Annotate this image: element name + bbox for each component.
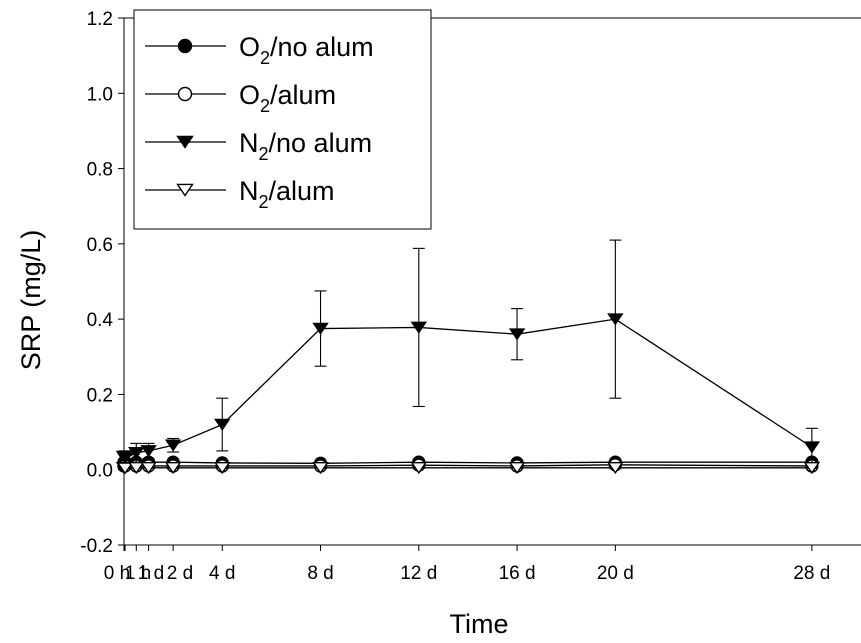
y-tick-label: 0.8 <box>87 160 113 181</box>
data-point <box>116 462 134 475</box>
data-point <box>312 462 329 475</box>
data-point <box>508 462 526 475</box>
legend-label: N2/alum <box>239 176 335 212</box>
legend-marker <box>177 86 193 102</box>
x-tick-label: 28 d <box>793 563 830 584</box>
series-n2-no-alum <box>115 239 821 467</box>
legend-label: O2/no alum <box>239 32 374 68</box>
data-point <box>128 462 145 475</box>
series-layer <box>115 239 821 475</box>
x-tick-label: 2 d <box>167 563 193 584</box>
data-point <box>410 462 428 475</box>
y-tick-label: -0.2 <box>80 536 113 557</box>
data-point <box>410 321 428 334</box>
x-axis-title: Time <box>450 609 509 639</box>
data-point <box>214 462 231 475</box>
x-tick-label: 4 d <box>209 563 235 584</box>
data-point <box>312 322 329 335</box>
data-point <box>214 418 231 431</box>
legend: O2/no alum O2/alum N2/no alum N2/alum <box>133 9 432 230</box>
data-point <box>164 462 182 475</box>
data-point <box>140 445 157 458</box>
legend-marker <box>176 183 194 197</box>
data-point <box>508 328 526 341</box>
legend-label: O2/alum <box>239 80 336 116</box>
x-tick-label: 8 d <box>307 563 333 584</box>
x-tick-label: 20 d <box>597 563 634 584</box>
series-n2-alum <box>115 462 821 475</box>
x-tick-label: 1 h <box>125 563 151 584</box>
data-point <box>607 313 624 326</box>
data-point <box>164 439 182 452</box>
x-tick-label: 12 d <box>400 563 437 584</box>
y-tick-label: 0.2 <box>87 385 113 406</box>
data-point <box>803 462 821 475</box>
y-axis-title: SRP (mg/L) <box>16 230 46 371</box>
x-tick-label: 16 d <box>499 563 536 584</box>
series-line <box>123 318 813 460</box>
x-tick-label: 1 d <box>138 563 164 584</box>
x-tick-label: 0 h <box>104 563 130 584</box>
data-point <box>140 462 157 475</box>
legend-label: N2/no alum <box>239 128 372 164</box>
data-point <box>803 441 821 454</box>
y-tick-labels: -0.2 0.0 0.2 0.4 0.6 0.8 1.0 1.2 <box>80 9 113 557</box>
data-point <box>116 452 134 465</box>
y-tick-label: 0.4 <box>87 310 114 331</box>
data-point <box>128 446 145 460</box>
y-tick-label: 0.0 <box>87 461 113 482</box>
data-point <box>607 462 624 475</box>
y-tick-label: 1.0 <box>87 84 113 105</box>
y-tick-label: 0.6 <box>87 235 113 256</box>
legend-marker <box>176 135 194 149</box>
legend-marker <box>177 38 193 54</box>
y-tick-label: 1.2 <box>87 9 113 30</box>
